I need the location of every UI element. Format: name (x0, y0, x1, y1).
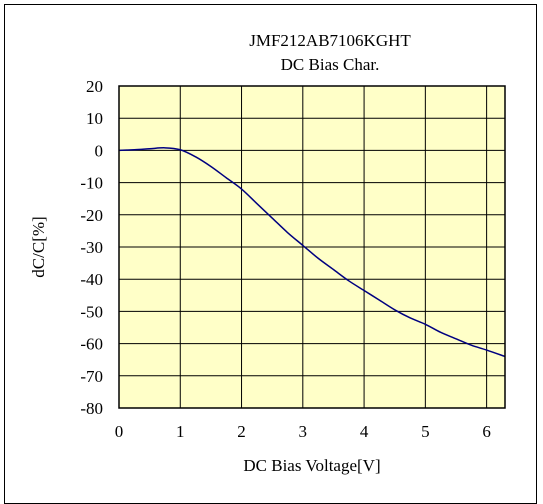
x-tick-label: 3 (299, 422, 308, 441)
y-tick-label: -70 (80, 367, 103, 386)
x-tick-label: 6 (482, 422, 491, 441)
y-tick-label: 20 (86, 77, 103, 96)
y-tick-label: -40 (80, 270, 103, 289)
y-tick-label: -80 (80, 399, 103, 418)
x-tick-label: 0 (115, 422, 124, 441)
y-axis-label: dC/C[%] (29, 216, 48, 277)
y-tick-label: -60 (80, 335, 103, 354)
y-tick-label: 0 (95, 141, 104, 160)
dc-bias-chart: JMF212AB7106KGHT DC Bias Char. 20100-10-… (29, 31, 506, 475)
plot-border (118, 85, 506, 409)
y-tick-label: 10 (86, 109, 103, 128)
chart-subtitle: DC Bias Char. (281, 55, 380, 74)
y-tick-label: -10 (80, 174, 103, 193)
x-tick-labels: 0 1 2 3 4 5 6 (115, 422, 491, 441)
x-axis-label: DC Bias Voltage[V] (243, 456, 380, 475)
series-line (118, 147, 506, 358)
y-tick-label: -20 (80, 206, 103, 225)
y-tick-label: -30 (80, 238, 103, 257)
y-tick-labels: 20 10 0 -10 -20 -30 -40 -50 -60 -70 -80 (80, 77, 103, 418)
x-tick-label: 4 (360, 422, 369, 441)
x-tick-label: 2 (237, 422, 246, 441)
chart-title: JMF212AB7106KGHT (249, 31, 411, 50)
y-tick-label: -50 (80, 302, 103, 321)
x-tick-label: 5 (421, 422, 430, 441)
x-tick-label: 1 (176, 422, 185, 441)
